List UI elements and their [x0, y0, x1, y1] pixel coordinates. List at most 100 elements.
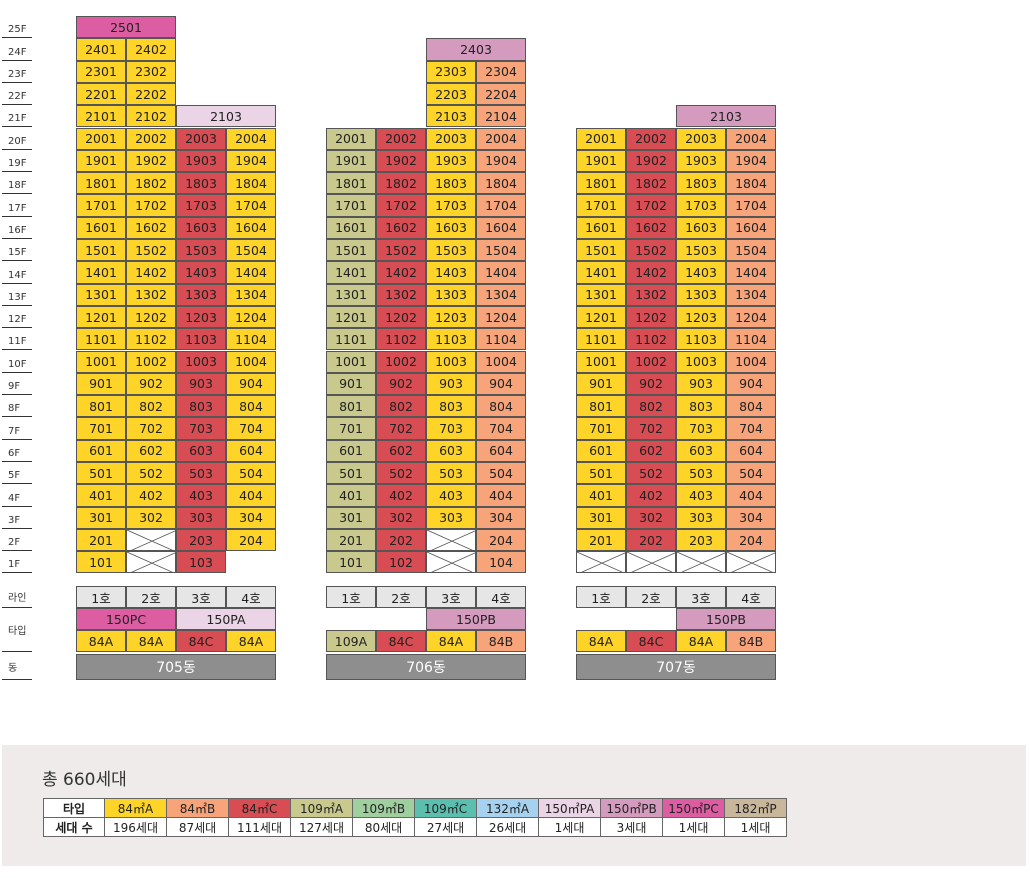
unit-cell: 803 — [176, 395, 226, 418]
floor-label: 14F — [2, 261, 32, 284]
unit-cell: 603 — [676, 439, 726, 462]
unit-cell: 1504 — [726, 239, 776, 262]
line-label-cell: 4호 — [226, 586, 276, 608]
void-unit-cell — [426, 551, 476, 574]
unit-cell: 2004 — [226, 127, 276, 150]
unit-cell: 1302 — [626, 283, 676, 306]
unit-cell: 701 — [326, 417, 376, 440]
penthouse-unit-cell: 2103 — [676, 105, 776, 128]
legend-type-row: 타입 84㎡A 84㎡B 84㎡C 109㎡A 109㎡B 109㎡C 132㎡A 150㎡P… — [43, 798, 787, 818]
floor-label: 10F — [2, 351, 32, 373]
legend-count-cell: 1세대 — [662, 817, 725, 837]
unit-cell: 902 — [126, 372, 176, 396]
unit-cell: 1601 — [326, 216, 376, 239]
unit-cell: 2303 — [426, 60, 476, 83]
penthouse-type-cell: 150PC — [76, 608, 176, 630]
line-label-cell: 1호 — [76, 586, 126, 608]
unit-cell: 1604 — [226, 216, 276, 239]
unit-cell: 1402 — [126, 261, 176, 284]
unit-cell: 302 — [126, 506, 176, 529]
unit-cell: 1302 — [376, 283, 426, 306]
unit-cell: 303 — [176, 506, 226, 529]
unit-cell: 802 — [126, 395, 176, 418]
unit-cell: 1604 — [726, 216, 776, 239]
unit-cell: 1502 — [376, 239, 426, 262]
unit-cell: 1203 — [426, 305, 476, 329]
unit-cell: 202 — [626, 528, 676, 552]
void-cross-mark — [677, 552, 725, 573]
void-unit-cell — [126, 551, 176, 574]
unit-cell: 403 — [176, 484, 226, 507]
unit-cell: 1803 — [676, 172, 726, 195]
unit-cell: 1602 — [126, 216, 176, 239]
floor-label: 19F — [2, 150, 32, 173]
unit-cell: 1703 — [426, 194, 476, 217]
unit-cell: 2004 — [726, 127, 776, 150]
unit-cell: 902 — [626, 372, 676, 396]
penthouse-type-cell: 150PA — [176, 608, 276, 630]
unit-cell: 304 — [476, 506, 526, 529]
unit-cell: 1301 — [76, 283, 126, 306]
unit-cell: 401 — [576, 484, 626, 507]
unit-cell: 204 — [476, 528, 526, 552]
unit-cell: 1101 — [576, 328, 626, 351]
legend-count-header: 세대 수 — [43, 817, 105, 837]
unit-cell: 1702 — [376, 194, 426, 217]
floor-label: 3F — [2, 507, 32, 529]
unit-cell: 1704 — [726, 194, 776, 217]
line-label-cell: 1호 — [326, 586, 376, 608]
penthouse-unit-cell: 2103 — [176, 105, 276, 128]
legend-type-cell: 109㎡B — [352, 798, 415, 818]
legend-count-cell: 196세대 — [104, 817, 167, 837]
unit-cell: 1902 — [126, 149, 176, 173]
unit-cell: 1303 — [426, 283, 476, 306]
line-type-cell: 84A — [676, 630, 726, 652]
unit-cell: 1701 — [326, 194, 376, 217]
unit-cell: 504 — [226, 462, 276, 485]
unit-cell: 1104 — [476, 328, 526, 351]
unit-cell: 1103 — [676, 328, 726, 351]
unit-cell: 1001 — [576, 350, 626, 373]
void-unit-cell — [426, 528, 476, 552]
building-name-bar: 706동 — [326, 654, 526, 680]
unit-cell: 1002 — [626, 350, 676, 373]
unit-cell: 1501 — [76, 239, 126, 262]
unit-cell: 1203 — [176, 305, 226, 329]
unit-cell: 402 — [626, 484, 676, 507]
void-cross-mark — [727, 552, 775, 573]
unit-cell: 404 — [726, 484, 776, 507]
legend-type-cell: 150㎡PA — [538, 798, 601, 818]
line-label-cell: 3호 — [676, 586, 726, 608]
floor-label: 18F — [2, 172, 32, 195]
unit-cell: 1901 — [76, 149, 126, 173]
void-unit-cell — [626, 551, 676, 574]
unit-cell: 504 — [476, 462, 526, 485]
unit-cell: 803 — [426, 395, 476, 418]
unit-cell: 604 — [476, 439, 526, 462]
floor-label: 5F — [2, 462, 32, 485]
floor-label: 1F — [2, 551, 32, 574]
unit-cell: 503 — [676, 462, 726, 485]
unit-cell: 1602 — [626, 216, 676, 239]
unit-cell: 1703 — [676, 194, 726, 217]
unit-cell: 503 — [426, 462, 476, 485]
unit-cell: 1102 — [376, 328, 426, 351]
unit-cell: 2001 — [326, 127, 376, 150]
line-type-cell: 84C — [376, 630, 426, 652]
unit-cell: 804 — [726, 395, 776, 418]
unit-cell: 1103 — [176, 328, 226, 351]
line-label-cell: 2호 — [126, 586, 176, 608]
unit-cell: 1804 — [726, 172, 776, 195]
unit-cell: 1902 — [376, 149, 426, 173]
unit-cell: 802 — [626, 395, 676, 418]
unit-layout-diagram: 25F 24F 23F 22F 21F 20F 19F 18F 17F 16F 15F 14F 13F 1… — [2, 16, 776, 680]
unit-cell: 1603 — [426, 216, 476, 239]
unit-cell: 1704 — [476, 194, 526, 217]
unit-cell: 1801 — [576, 172, 626, 195]
unit-cell: 302 — [626, 506, 676, 529]
unit-cell: 601 — [576, 439, 626, 462]
unit-cell: 501 — [576, 462, 626, 485]
unit-cell: 1702 — [626, 194, 676, 217]
unit-cell: 1004 — [726, 350, 776, 373]
unit-cell: 901 — [76, 372, 126, 396]
